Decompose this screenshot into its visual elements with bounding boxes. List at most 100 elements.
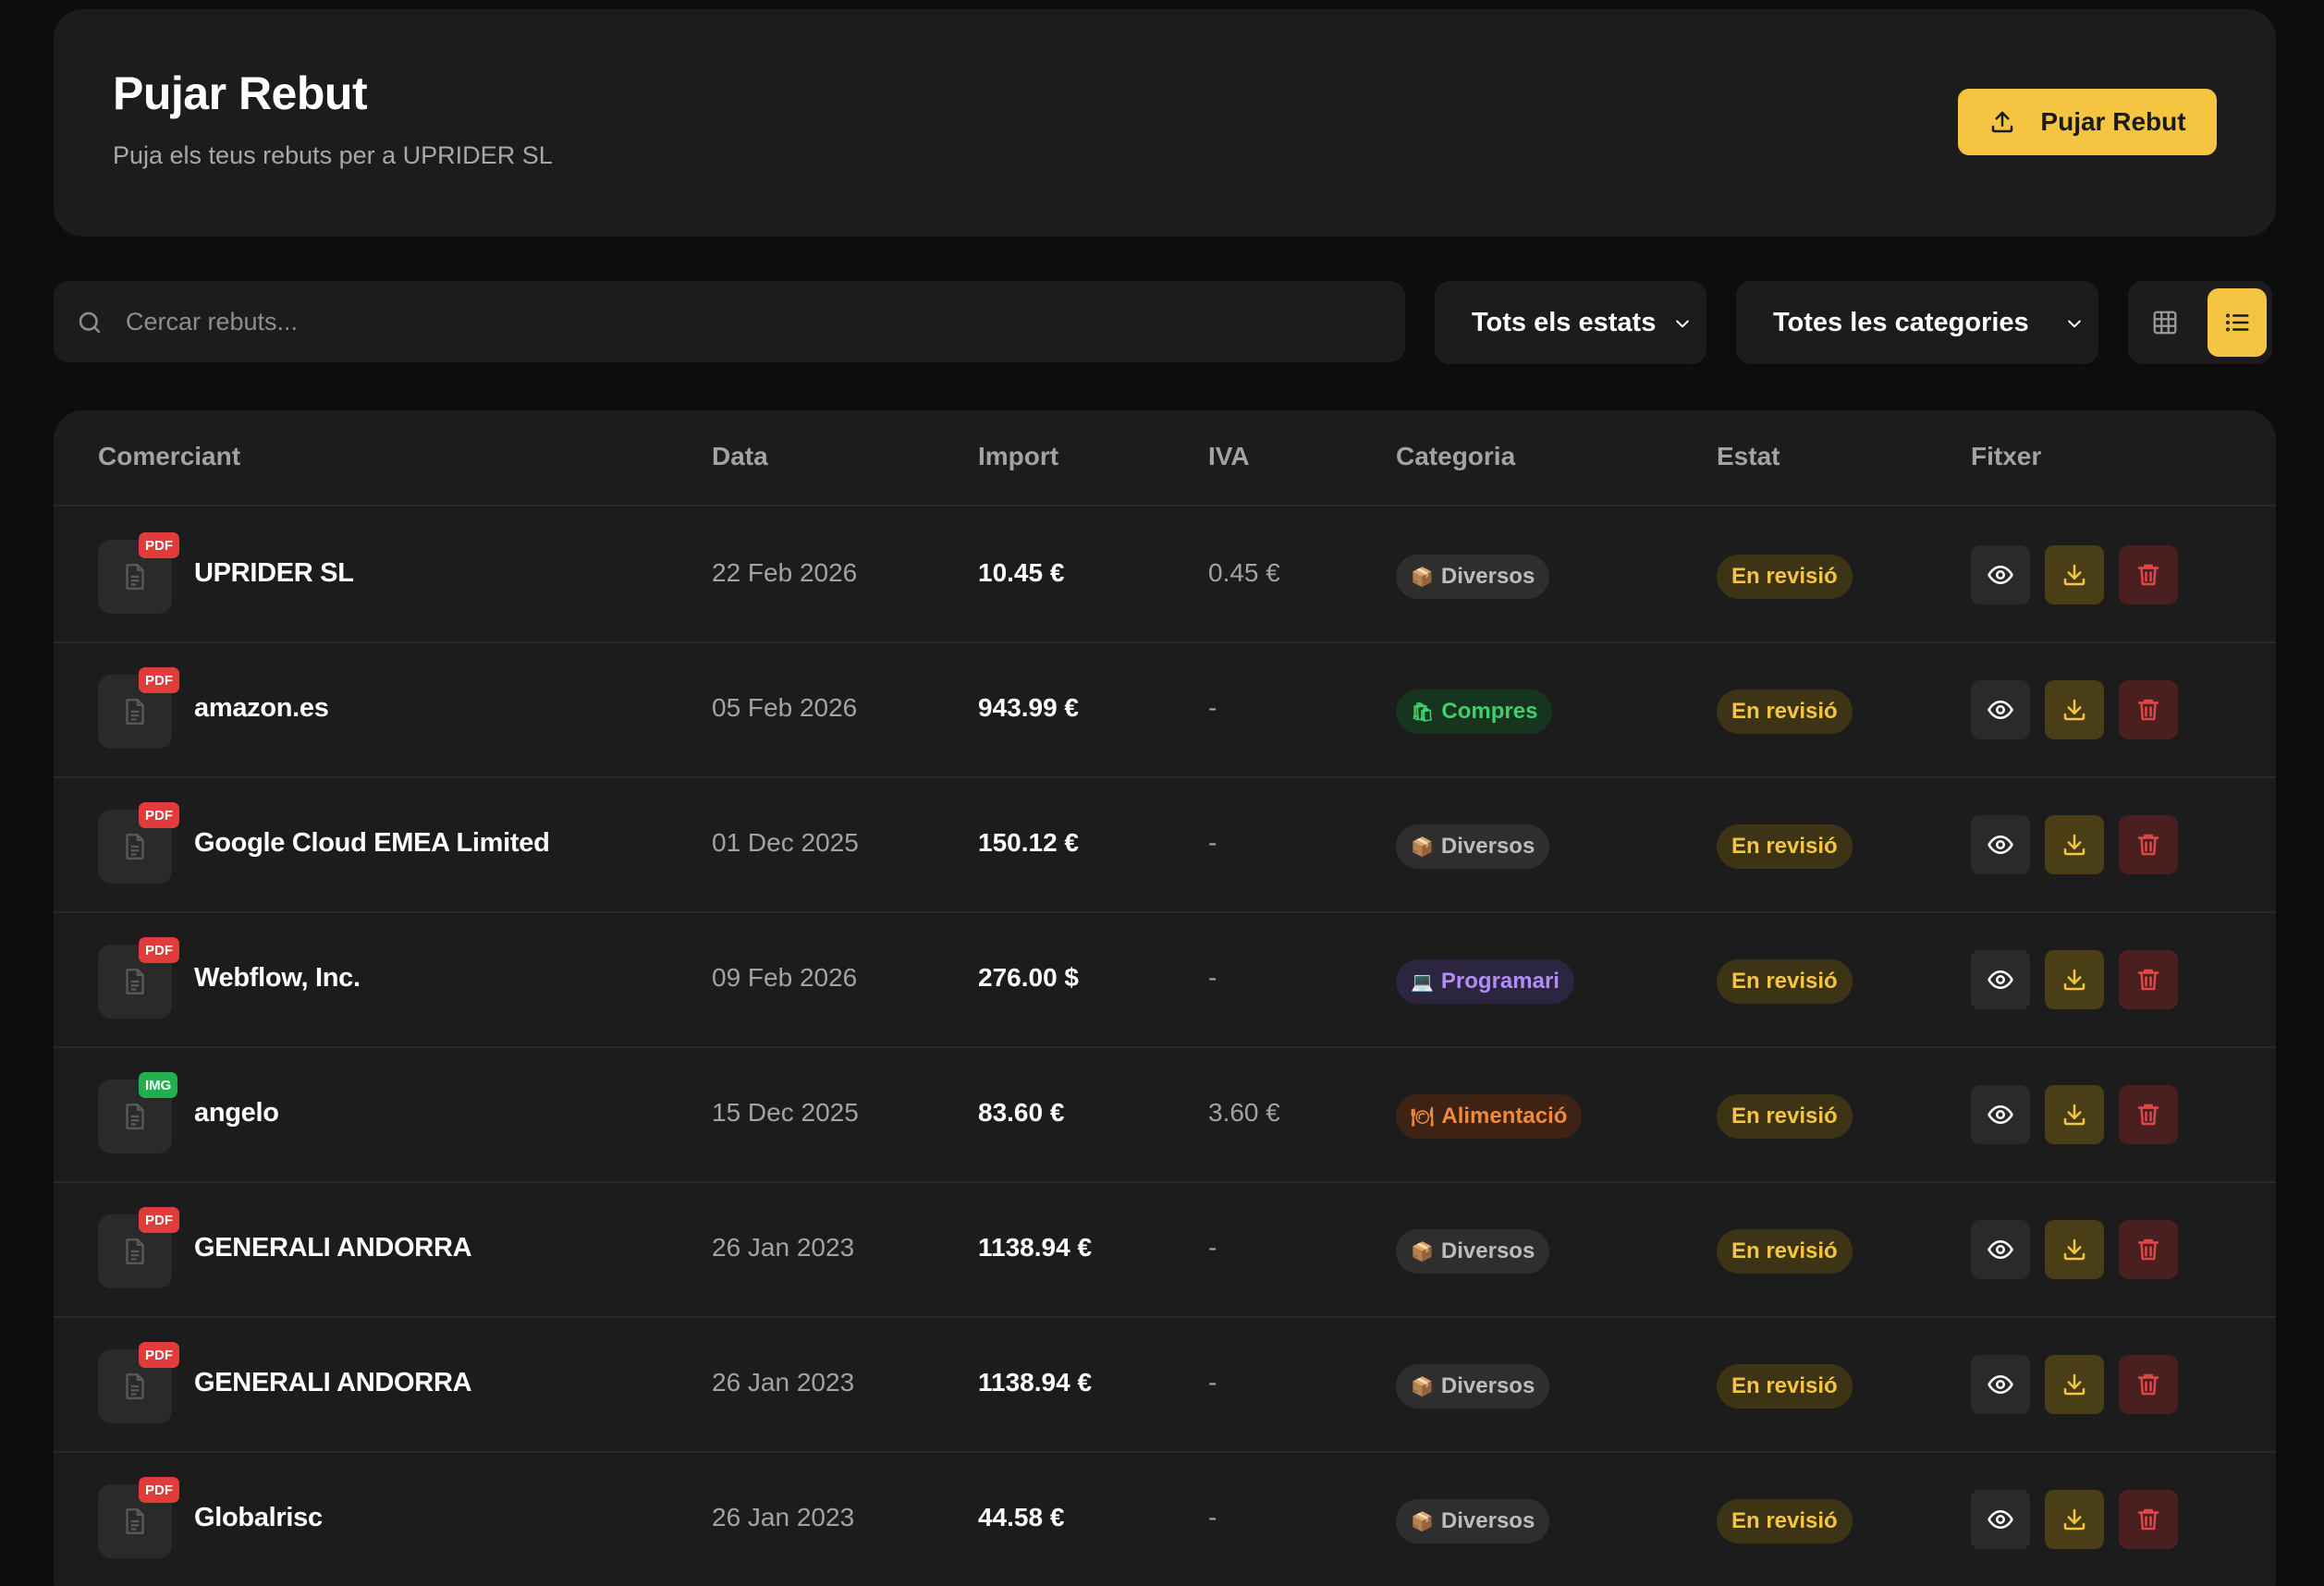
column-header-vat: IVA xyxy=(1208,442,1250,470)
list-icon xyxy=(2226,313,2249,332)
view-file-button[interactable] xyxy=(1971,815,2030,874)
receipt-date: 15 Dec 2025 xyxy=(712,1098,859,1127)
receipt-date: 26 Jan 2023 xyxy=(712,1233,855,1262)
view-mode-toggle xyxy=(2128,281,2272,364)
category-label: Alimentació xyxy=(1441,1104,1568,1128)
download-icon xyxy=(2063,699,2085,721)
view-file-button[interactable] xyxy=(1971,545,2030,604)
chevron-down-icon xyxy=(1676,320,1689,328)
column-header-category: Categoria xyxy=(1396,442,1516,470)
category-label: Diversos xyxy=(1440,834,1535,859)
delete-receipt-button[interactable] xyxy=(2119,1220,2178,1279)
receipt-date: 26 Jan 2023 xyxy=(712,1368,855,1397)
list-view-button[interactable] xyxy=(2208,288,2267,357)
table-row[interactable]: PDF UPRIDER SL 22 Feb 2026 10.45 € 0.45 € 📦 Di… xyxy=(54,508,2276,643)
trash-icon xyxy=(2137,699,2159,721)
download-file-button[interactable] xyxy=(2045,1355,2104,1414)
view-file-button[interactable] xyxy=(1971,680,2030,739)
upload-receipt-button[interactable]: Pujar Rebut xyxy=(1958,89,2217,155)
download-file-button[interactable] xyxy=(2045,815,2104,874)
delete-receipt-button[interactable] xyxy=(2119,1085,2178,1144)
file-type-badge: PDF xyxy=(139,667,179,693)
download-icon xyxy=(2063,1238,2085,1261)
trash-icon xyxy=(2137,1508,2159,1531)
trash-icon xyxy=(2137,1104,2159,1126)
download-file-button[interactable] xyxy=(2045,1085,2104,1144)
status-filter-select[interactable]: Tots els estats xyxy=(1435,281,1706,364)
download-file-button[interactable] xyxy=(2045,1490,2104,1549)
download-icon xyxy=(2063,1508,2085,1531)
eye-icon xyxy=(1988,1509,2013,1530)
category-label: Diversos xyxy=(1440,1373,1535,1398)
delete-receipt-button[interactable] xyxy=(2119,1490,2178,1549)
page-title: Pujar Rebut xyxy=(113,67,368,119)
file-type-badge: PDF xyxy=(139,1207,179,1233)
table-row[interactable]: PDF Globalrisc 26 Jan 2023 44.58 € - 📦 Diverso… xyxy=(54,1453,2276,1586)
file-type-badge: PDF xyxy=(139,532,179,558)
trash-icon xyxy=(2137,1373,2159,1396)
category-icon: 📦 xyxy=(1411,1511,1434,1532)
table-row[interactable]: PDF GENERALI ANDORRA 26 Jan 2023 1138.94 € -… xyxy=(54,1318,2276,1453)
receipt-vat: 3.60 € xyxy=(1208,1098,1280,1127)
status-badge: En revisió xyxy=(1717,824,1853,869)
view-file-button[interactable] xyxy=(1971,1355,2030,1414)
eye-icon xyxy=(1988,700,2013,720)
merchant-name: GENERALI ANDORRA xyxy=(194,1233,472,1263)
view-file-button[interactable] xyxy=(1971,1220,2030,1279)
eye-icon xyxy=(1988,835,2013,855)
table-row[interactable]: PDF amazon.es 05 Feb 2026 943.99 € - 🛍 Compres… xyxy=(54,643,2276,778)
trash-icon xyxy=(2137,834,2159,856)
table-row[interactable]: PDF GENERALI ANDORRA 26 Jan 2023 1138.94 € -… xyxy=(54,1183,2276,1318)
category-badge: 📦 Diversos xyxy=(1396,1364,1550,1409)
file-type-badge: IMG xyxy=(139,1072,178,1098)
download-file-button[interactable] xyxy=(2045,545,2104,604)
document-icon xyxy=(126,699,144,725)
column-header-date: Data xyxy=(712,442,768,470)
category-label: Diversos xyxy=(1440,1508,1535,1533)
delete-receipt-button[interactable] xyxy=(2119,680,2178,739)
category-filter-select[interactable]: Totes les categories xyxy=(1736,281,2098,364)
column-header-status: Estat xyxy=(1717,442,1780,470)
table-row[interactable]: PDF Google Cloud EMEA Limited 01 Dec 2025 1… xyxy=(54,778,2276,913)
document-icon xyxy=(126,1508,144,1534)
download-icon xyxy=(2063,1104,2085,1126)
download-file-button[interactable] xyxy=(2045,680,2104,739)
view-file-button[interactable] xyxy=(1971,1490,2030,1549)
view-file-button[interactable] xyxy=(1971,1085,2030,1144)
receipt-amount: 150.12 € xyxy=(978,828,1079,857)
download-file-button[interactable] xyxy=(2045,950,2104,1009)
merchant-name: UPRIDER SL xyxy=(194,558,354,588)
category-badge: 📦 Diversos xyxy=(1396,1499,1550,1543)
merchant-name: Google Cloud EMEA Limited xyxy=(194,828,550,858)
category-icon: 📦 xyxy=(1411,1376,1434,1397)
receipt-amount: 943.99 € xyxy=(978,693,1079,722)
delete-receipt-button[interactable] xyxy=(2119,815,2178,874)
status-badge: En revisió xyxy=(1717,1229,1853,1274)
grid-icon xyxy=(2153,311,2177,335)
receipt-vat: - xyxy=(1208,1368,1217,1397)
header-card: Pujar Rebut Puja els teus rebuts per a U… xyxy=(54,9,2276,237)
file-thumbnail xyxy=(98,1214,172,1288)
category-badge: 🍽 Alimentació xyxy=(1396,1094,1583,1139)
document-icon xyxy=(126,834,144,860)
column-header-amount: Import xyxy=(978,442,1059,470)
category-badge: 📦 Diversos xyxy=(1396,555,1550,599)
receipt-amount: 83.60 € xyxy=(978,1098,1065,1127)
receipt-vat: - xyxy=(1208,963,1217,992)
category-icon: 🛍 xyxy=(1411,702,1435,723)
delete-receipt-button[interactable] xyxy=(2119,950,2178,1009)
download-file-button[interactable] xyxy=(2045,1220,2104,1279)
delete-receipt-button[interactable] xyxy=(2119,1355,2178,1414)
delete-receipt-button[interactable] xyxy=(2119,545,2178,604)
view-file-button[interactable] xyxy=(1971,950,2030,1009)
receipt-amount: 1138.94 € xyxy=(978,1233,1093,1262)
table-row[interactable]: PDF Webflow, Inc. 09 Feb 2026 276.00 $ - 💻 Pro… xyxy=(54,913,2276,1048)
search-input[interactable] xyxy=(126,281,1383,362)
document-icon xyxy=(126,969,144,994)
file-type-badge: PDF xyxy=(139,1342,179,1368)
category-icon: 💻 xyxy=(1411,971,1434,993)
table-row[interactable]: IMG angelo 15 Dec 2025 83.60 € 3.60 € 🍽 Alimen… xyxy=(54,1048,2276,1183)
status-badge: En revisió xyxy=(1717,959,1853,1004)
grid-view-button[interactable] xyxy=(2135,288,2195,357)
